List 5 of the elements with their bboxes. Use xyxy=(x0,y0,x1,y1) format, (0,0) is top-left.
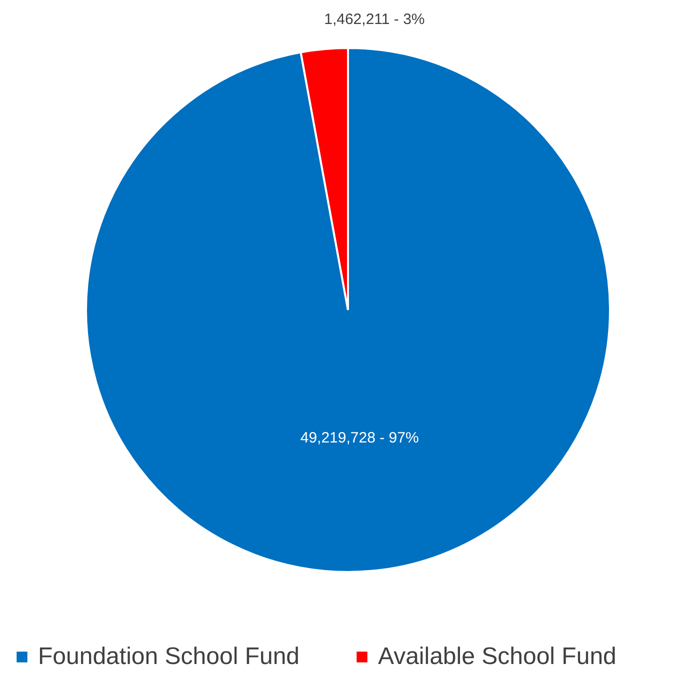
data-label: 1,462,211 - 3% xyxy=(324,11,425,28)
pie-slice xyxy=(85,47,611,573)
legend-label: Foundation School Fund xyxy=(38,643,300,670)
data-label: 49,219,728 - 97% xyxy=(300,429,419,446)
legend-label: Available School Fund xyxy=(378,643,616,670)
